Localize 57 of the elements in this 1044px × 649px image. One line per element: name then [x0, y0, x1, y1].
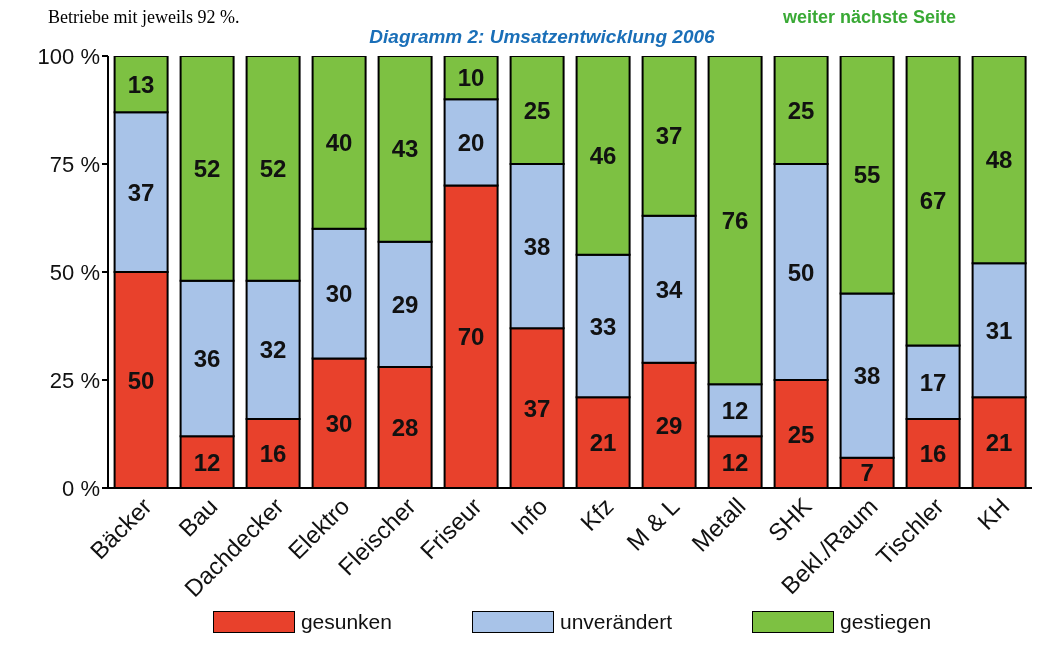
data-label: 21: [985, 429, 1013, 457]
data-label: 37: [655, 122, 683, 150]
data-label: 25: [787, 96, 815, 124]
data-label: 16: [919, 439, 947, 467]
data-label: 43: [391, 135, 419, 163]
data-label: 38: [523, 232, 551, 260]
data-label: 55: [853, 161, 881, 189]
x-tick-label: KH: [971, 492, 1015, 536]
x-tick-label: M & L: [621, 492, 685, 556]
data-label: 76: [721, 206, 749, 234]
y-tick-label: 0 %: [62, 475, 100, 501]
data-label: 37: [523, 394, 551, 422]
text: Betriebe mit jeweils 92 %.: [48, 7, 240, 27]
data-label: 50: [787, 258, 815, 286]
data-label: 12: [721, 448, 749, 476]
text: weiter nächste Seite: [782, 7, 956, 27]
data-label: 31: [985, 316, 1013, 344]
y-tick-label: 75 %: [49, 151, 100, 177]
data-label: 12: [193, 448, 221, 476]
data-label: 67: [919, 187, 947, 215]
data-label: 30: [325, 409, 353, 437]
data-label: 13: [127, 70, 155, 98]
legend-label: unverändert: [559, 610, 673, 634]
x-tick-label: Info: [505, 492, 553, 540]
data-label: 30: [325, 280, 353, 308]
data-label: 7: [860, 459, 874, 487]
data-label: 28: [391, 414, 419, 442]
y-tick-label: 100 %: [37, 43, 100, 69]
y-tick-label: 50 %: [49, 259, 100, 285]
legend-label: gesunken: [300, 610, 392, 634]
data-label: 52: [259, 154, 287, 182]
data-label: 16: [259, 439, 287, 467]
data-label: 34: [655, 275, 684, 303]
data-label: 40: [325, 128, 353, 156]
data-label: 38: [853, 362, 881, 390]
data-label: 17: [919, 368, 947, 396]
data-label: 46: [589, 141, 617, 169]
data-label: 52: [193, 154, 221, 182]
data-label: 20: [457, 128, 485, 156]
data-label: 21: [589, 429, 617, 457]
data-label: 50: [127, 366, 155, 394]
data-label: 12: [721, 396, 749, 424]
data-label: 10: [457, 64, 485, 92]
data-label: 70: [457, 323, 485, 351]
data-label: 33: [589, 312, 617, 340]
chart-title: Diagramm 2: Umsatzentwicklung 2006: [369, 26, 715, 47]
y-tick-label: 25 %: [49, 367, 100, 393]
data-label: 29: [391, 290, 419, 318]
data-label: 25: [787, 420, 815, 448]
data-label: 25: [523, 96, 551, 124]
data-label: 36: [193, 344, 221, 372]
data-label: 48: [985, 146, 1013, 174]
data-label: 37: [127, 178, 155, 206]
data-label: 29: [655, 411, 683, 439]
data-label: 32: [259, 336, 287, 364]
x-tick-label: Kfz: [574, 492, 619, 537]
legend-label: gestiegen: [840, 610, 932, 634]
